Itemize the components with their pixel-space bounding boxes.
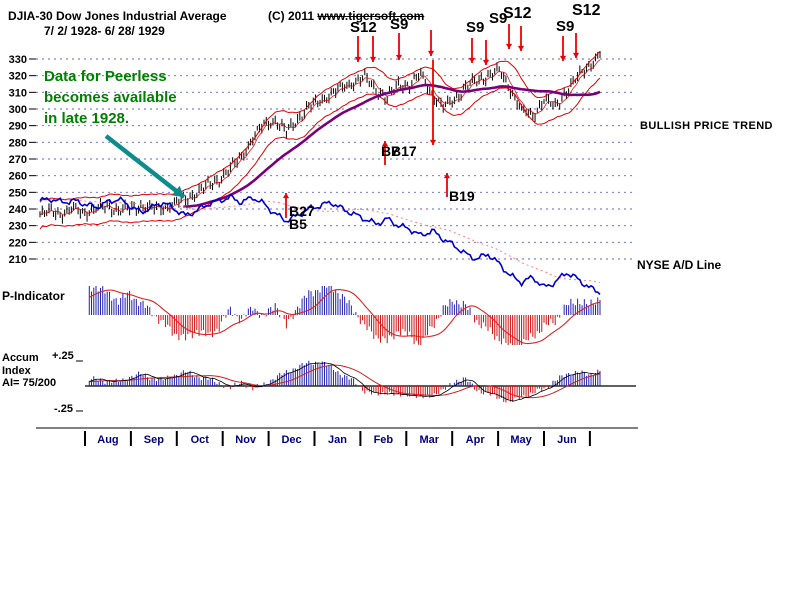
svg-text:250: 250 <box>9 187 27 199</box>
signal-label-b17: B17 <box>391 143 417 159</box>
note-line-2: becomes available <box>44 89 177 106</box>
svg-text:310: 310 <box>9 87 27 99</box>
accum-line-2: Index <box>2 364 31 377</box>
svg-text:Oct: Oct <box>191 434 210 446</box>
svg-text:240: 240 <box>9 204 27 216</box>
label-accum-index: Accum Index AI= 75/200 <box>2 352 56 390</box>
label-nyse-ad-line: NYSE A/D Line <box>637 258 722 272</box>
chart-date-range: 7/ 2/ 1928- 6/ 28/ 1929 <box>44 24 165 38</box>
signal-label-s9: S9 <box>489 10 508 27</box>
svg-text:260: 260 <box>9 171 27 183</box>
svg-text:Aug: Aug <box>97 434 118 446</box>
svg-text:290: 290 <box>9 121 27 133</box>
signal-label-s9: S9 <box>466 19 485 36</box>
svg-text:230: 230 <box>9 221 27 233</box>
signal-label-b7: B7 <box>381 143 399 159</box>
svg-text:May: May <box>510 434 532 446</box>
signal-label-s9: S9 <box>556 18 575 35</box>
svg-text:Apr: Apr <box>466 434 486 446</box>
note-line-1: Data for Peerless <box>44 68 167 85</box>
signal-label-s9: S9 <box>390 16 409 33</box>
svg-text:Mar: Mar <box>419 434 439 446</box>
svg-text:Jun: Jun <box>557 434 577 446</box>
svg-text:280: 280 <box>9 137 27 149</box>
accum-line-1: Accum <box>2 352 39 364</box>
copyright: (C) 2011 www.tigersoft.com <box>268 9 424 23</box>
signal-label-b19: B19 <box>449 188 475 204</box>
signal-label-b5: B5 <box>289 216 307 232</box>
label-bullish-price-trend: BULLISH PRICE TREND <box>640 120 773 132</box>
accum-line-3: AI= 75/200 <box>2 377 57 389</box>
note-line-3: in late 1928. <box>44 110 130 127</box>
svg-text:320: 320 <box>9 71 27 83</box>
signal-label-s12: S12 <box>350 19 377 36</box>
svg-text:Sep: Sep <box>144 434 164 446</box>
copyright-text: (C) 2011 <box>268 9 318 23</box>
copyright-url: www.tigersoft.com <box>317 9 425 23</box>
svg-text:270: 270 <box>9 154 27 166</box>
svg-text:Nov: Nov <box>235 434 257 446</box>
svg-text:330: 330 <box>9 54 27 66</box>
svg-text:Jan: Jan <box>328 434 347 446</box>
signal-label-b27: B27 <box>289 203 315 219</box>
svg-text:Dec: Dec <box>281 434 301 446</box>
chart-title: DJIA-30 Dow Jones Industrial Average <box>8 9 227 23</box>
svg-text:220: 220 <box>9 237 27 249</box>
label-minus-25: -.25 <box>54 403 73 415</box>
signal-label-s12: S12 <box>503 5 532 22</box>
signal-label-s12: S12 <box>572 2 601 19</box>
svg-text:Feb: Feb <box>374 434 394 446</box>
label-p-indicator: P-Indicator <box>2 289 65 303</box>
label-plus-25: +.25 <box>52 350 74 362</box>
annotation-note: Data for Peerless becomes available in l… <box>44 66 177 129</box>
svg-text:210: 210 <box>9 254 27 266</box>
svg-text:300: 300 <box>9 104 27 116</box>
